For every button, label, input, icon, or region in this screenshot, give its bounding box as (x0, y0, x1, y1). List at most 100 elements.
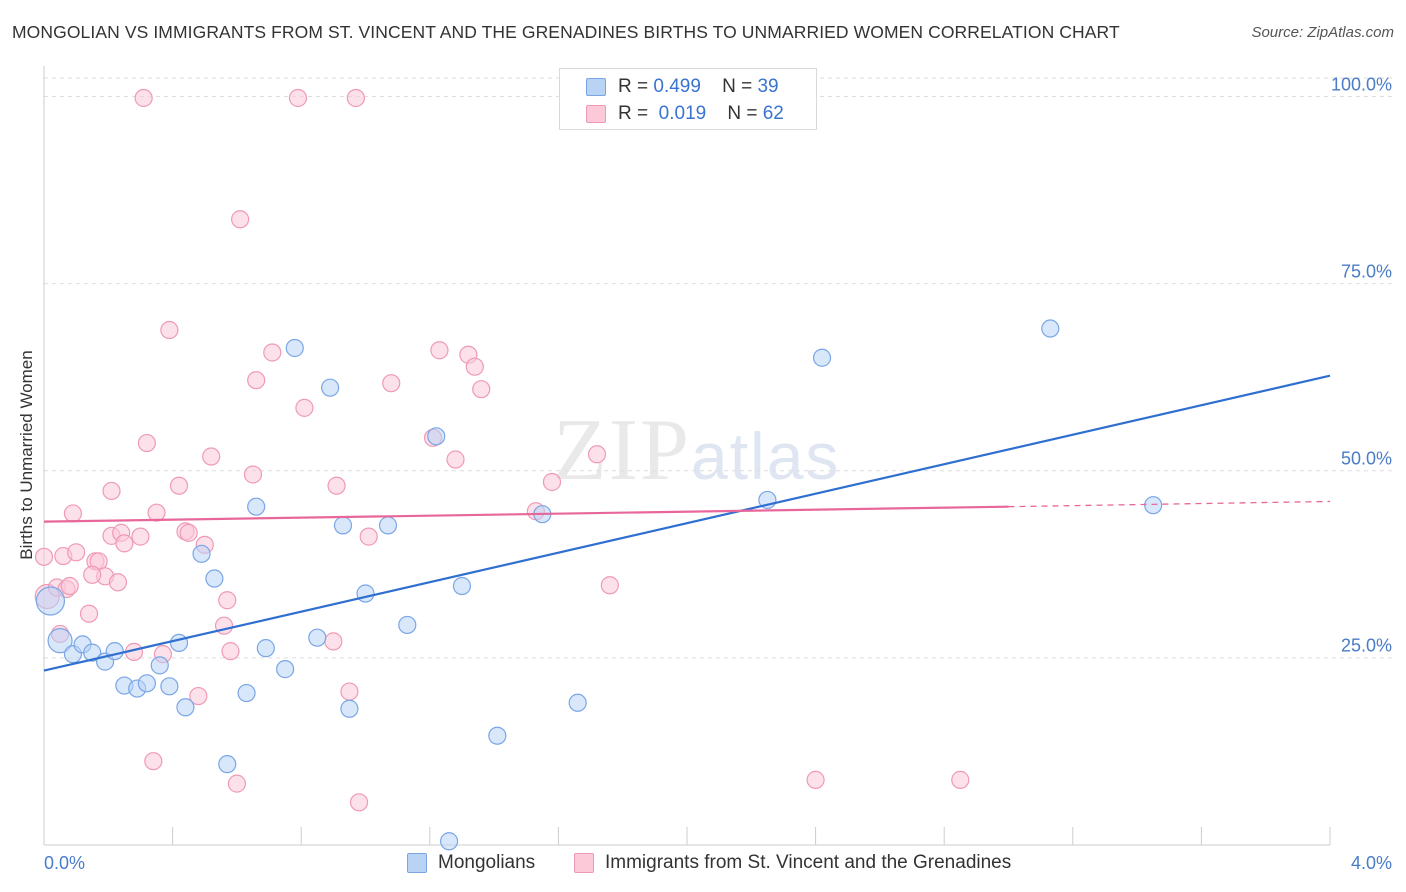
pink-data-point[interactable] (108, 573, 128, 592)
legend-item-immigrants[interactable]: Immigrants from St. Vincent and the Gren… (574, 852, 1011, 874)
pink-data-point[interactable] (221, 642, 240, 661)
blue-data-point[interactable] (488, 726, 507, 745)
blue-trend-line (43, 374, 1331, 672)
pink-data-point[interactable] (288, 88, 308, 108)
pink-data-point[interactable] (189, 686, 208, 706)
x-tick-label: 4.0% (1351, 853, 1392, 873)
pink-data-point[interactable] (472, 380, 491, 399)
blue-data-point[interactable] (427, 427, 446, 446)
legend-row-blue: R = 0.499 N = 39 (586, 75, 779, 99)
blue-data-point[interactable] (356, 584, 375, 603)
legend-n-label-pink: N = (727, 103, 758, 124)
pink-data-point[interactable] (231, 210, 250, 229)
pink-trend-line (43, 505, 1009, 523)
pink-data-point[interactable] (83, 565, 102, 584)
blue-data-point[interactable] (176, 698, 195, 717)
pink-data-point[interactable] (102, 481, 121, 501)
blue-data-point[interactable] (568, 693, 587, 712)
blue-data-point[interactable] (276, 660, 295, 679)
pink-data-point[interactable] (600, 576, 619, 595)
blue-data-point[interactable] (378, 516, 398, 535)
pink-data-point[interactable] (243, 465, 263, 484)
blue-series-points (35, 319, 1163, 851)
blue-data-point[interactable] (812, 348, 832, 367)
blue-data-point[interactable] (333, 516, 353, 535)
blue-data-point[interactable] (35, 586, 66, 616)
blue-data-point[interactable] (452, 576, 472, 596)
pink-data-point[interactable] (542, 472, 562, 492)
pink-data-point[interactable] (67, 543, 86, 562)
pink-data-point[interactable] (147, 503, 166, 522)
pink-data-point[interactable] (218, 591, 237, 610)
pink-data-point[interactable] (340, 682, 359, 701)
pink-data-point[interactable] (137, 433, 156, 453)
blue-data-point[interactable] (150, 656, 169, 675)
blue-data-point[interactable] (105, 642, 124, 661)
pink-data-point[interactable] (79, 604, 99, 623)
blue-data-point[interactable] (247, 497, 266, 516)
blue-data-point[interactable] (439, 832, 459, 851)
pink-data-point[interactable] (134, 88, 153, 108)
pink-data-point[interactable] (346, 88, 365, 108)
pink-data-point[interactable] (160, 320, 179, 340)
pink-data-point[interactable] (951, 770, 970, 789)
pink-data-point[interactable] (115, 534, 134, 553)
blue-data-point[interactable] (137, 674, 156, 693)
legend-item-mongolians[interactable]: Mongolians (407, 852, 535, 874)
pink-swatch (586, 105, 606, 123)
blue-data-point[interactable] (169, 633, 189, 653)
blue-data-point[interactable] (1041, 319, 1060, 338)
pink-data-point[interactable] (144, 752, 163, 771)
pink-trend-line (1008, 500, 1331, 508)
blue-data-point[interactable] (83, 643, 102, 662)
pink-data-point[interactable] (131, 527, 150, 546)
pink-data-point[interactable] (430, 341, 449, 360)
x-tick-label: 0.0% (44, 853, 85, 873)
pink-data-point[interactable] (34, 547, 54, 566)
watermark: ZIPatlas (553, 400, 840, 501)
blue-data-point[interactable] (205, 569, 224, 588)
blue-data-point[interactable] (192, 544, 211, 563)
y-tick-label: 75.0% (1341, 261, 1392, 281)
pink-data-point[interactable] (63, 504, 83, 523)
pink-data-point[interactable] (263, 343, 282, 362)
watermark-atlas: atlas (691, 419, 841, 493)
blue-data-point[interactable] (160, 677, 179, 696)
pink-data-point[interactable] (465, 357, 484, 376)
blue-data-point[interactable] (256, 639, 275, 658)
pink-data-point[interactable] (327, 476, 346, 495)
blue-data-point[interactable] (285, 338, 304, 358)
legend-label-immigrants: Immigrants from St. Vincent and the Gren… (605, 852, 1012, 873)
blue-data-point[interactable] (237, 683, 256, 703)
blue-data-point[interactable] (218, 755, 237, 774)
pink-data-point[interactable] (359, 527, 378, 546)
pink-data-point[interactable] (806, 770, 825, 789)
pink-data-point[interactable] (295, 398, 314, 417)
legend-r-label-blue: R = (618, 76, 649, 97)
mongolians-swatch (407, 853, 427, 873)
blue-data-point[interactable] (1144, 496, 1163, 515)
pink-data-point[interactable] (202, 447, 221, 466)
pink-data-point[interactable] (587, 445, 607, 464)
pink-data-point[interactable] (60, 576, 79, 596)
blue-swatch (586, 78, 606, 96)
pink-data-point[interactable] (179, 523, 198, 542)
blue-data-point[interactable] (47, 628, 73, 654)
blue-data-point[interactable] (340, 699, 359, 718)
pink-data-point[interactable] (247, 371, 266, 390)
legend-row-pink: R = 0.019 N = 62 (586, 102, 784, 126)
legend-n-label-blue: N = (722, 76, 753, 97)
pink-data-point[interactable] (349, 793, 369, 812)
tick-labels: 25.0% 50.0% 75.0% 100.0% 0.0% 4.0% (44, 74, 1392, 873)
series-legend: Mongolians Immigrants from St. Vincent a… (0, 852, 1406, 876)
blue-data-point[interactable] (308, 628, 327, 647)
pink-data-point[interactable] (169, 476, 189, 495)
pink-data-point[interactable] (324, 632, 343, 651)
pink-data-point[interactable] (382, 374, 401, 393)
blue-data-point[interactable] (398, 615, 417, 635)
pink-data-point[interactable] (446, 450, 465, 469)
y-tick-label: 25.0% (1341, 636, 1392, 656)
blue-data-point[interactable] (321, 378, 340, 397)
pink-data-point[interactable] (227, 774, 246, 793)
